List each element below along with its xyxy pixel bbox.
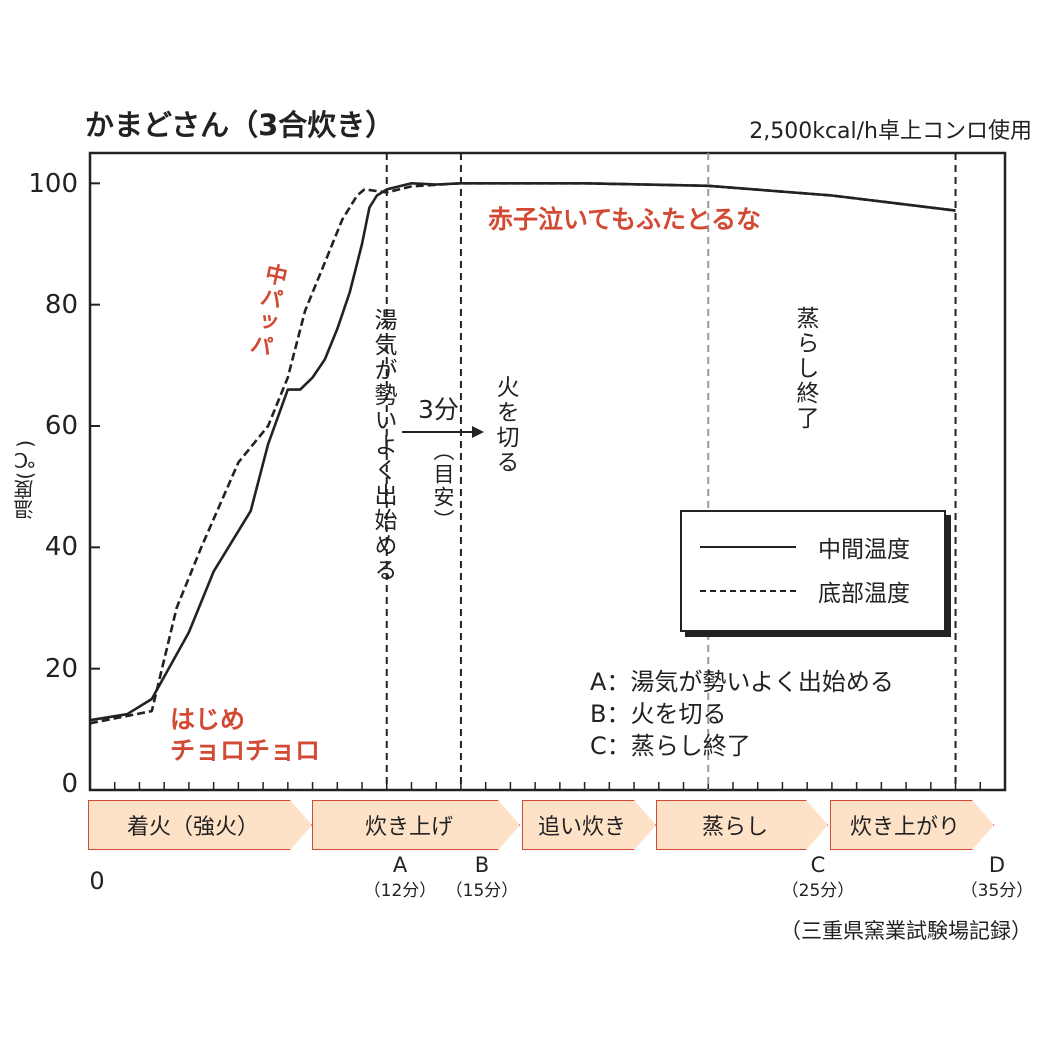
marker-a-note: 湯気が勢いよく出始める [370,308,396,583]
interval-label: 3分 [418,395,459,424]
stage-steaming: 蒸らし [656,800,828,850]
stage-label: 蒸らし [701,815,768,840]
marker-d-letter: D [988,853,1006,877]
annotation-hajime-1: はじめ [170,705,246,734]
y-tick-label: 60 [44,411,78,441]
marker-d-minutes: （35分） [960,881,1034,901]
stage-ignition: 着火（強火） [88,800,312,850]
stage-label: 炊き上がり [849,815,960,840]
legend-label: 底部温度 [818,581,910,607]
legend-solid-swatch [700,546,796,548]
x-origin-label: 0 [89,867,105,895]
marker-b-letter: B [474,853,490,877]
abc-key-c: C：蒸らし終了 [590,732,751,760]
marker-c-time: C （25分） [773,852,863,904]
plot-frame [88,151,1007,792]
chart-subtitle: 2,500kcal/h卓上コンロ使用 [749,119,1032,144]
marker-b-minutes: （15分） [445,881,519,901]
legend-item-dashed: 底部温度 [700,576,910,607]
stage-label: 追い炊き [537,815,626,840]
series-line-middle [89,182,956,722]
y-tick-label: 100 [28,169,78,199]
y-tick-label: 20 [44,654,78,684]
legend-dashed-swatch [700,590,796,592]
stage-boiling: 炊き上げ [312,800,520,850]
stage-label: 着火（強火） [126,815,259,840]
marker-a-letter: A [392,853,408,877]
marker-b-time: B （15分） [437,852,527,904]
source-note: （三重県窯業試験場記録） [780,919,1032,943]
interval-arrow-head [472,426,484,438]
chart-legend: 中間温度 底部温度 [680,510,946,632]
stage-label: 炊き上げ [364,815,453,840]
marker-c-minutes: （25分） [781,881,855,901]
y-tick-label: 0 [61,769,78,799]
marker-d-time: D （35分） [952,852,1042,904]
marker-b-note: 火を切る [492,375,518,475]
chart-title: かまどさん（3合炊き） [85,108,395,142]
marker-c-letter: C [810,853,826,877]
annotation-hajime-2: チョロチョロ [170,736,321,765]
abc-key-b: B：火を切る [590,700,727,728]
y-tick-label: 40 [44,532,78,562]
y-tick-label: 80 [44,290,78,320]
interval-note: （目安） [431,440,455,532]
marker-a-minutes: （12分） [363,881,437,901]
marker-a-time: A （12分） [355,852,445,904]
legend-item-solid: 中間温度 [700,532,910,563]
marker-c-note: 蒸らし終了 [792,306,818,431]
stage-done: 炊き上がり [830,800,994,850]
abc-key-a: A：湯気が勢いよく出始める [590,668,894,696]
legend-label: 中間温度 [818,537,910,563]
series-line-bottom [89,182,956,725]
annotation-akago: 赤子泣いてもふたとるな [488,205,762,234]
stage-extra-cook: 追い炊き [522,800,656,850]
